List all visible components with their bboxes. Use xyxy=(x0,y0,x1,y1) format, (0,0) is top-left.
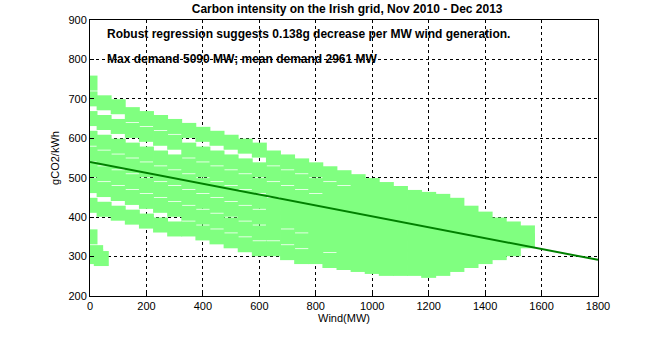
svg-text:300: 300 xyxy=(68,250,86,262)
svg-text:600: 600 xyxy=(250,300,268,312)
svg-text:1000: 1000 xyxy=(360,300,384,312)
svg-text:gCO2/kWh: gCO2/kWh xyxy=(49,131,61,185)
svg-text:400: 400 xyxy=(68,211,86,223)
svg-text:Max demand 5090 MW; mean deman: Max demand 5090 MW; mean demand 2961 MW xyxy=(107,52,378,66)
svg-text:Carbon intensity on the Irish: Carbon intensity on the Irish grid, Nov … xyxy=(192,2,503,16)
svg-text:1600: 1600 xyxy=(529,300,553,312)
svg-text:1800: 1800 xyxy=(586,300,610,312)
svg-text:200: 200 xyxy=(137,300,155,312)
svg-text:Wind(MW): Wind(MW) xyxy=(318,312,370,324)
svg-text:900: 900 xyxy=(68,14,86,26)
svg-text:Robust regression suggests 0.1: Robust regression suggests 0.138g decrea… xyxy=(107,27,510,41)
svg-text:800: 800 xyxy=(68,53,86,65)
svg-text:1200: 1200 xyxy=(416,300,440,312)
svg-text:1400: 1400 xyxy=(473,300,497,312)
svg-text:700: 700 xyxy=(68,93,86,105)
svg-text:500: 500 xyxy=(68,172,86,184)
svg-text:0: 0 xyxy=(87,300,93,312)
svg-text:600: 600 xyxy=(68,132,86,144)
svg-text:800: 800 xyxy=(307,300,325,312)
svg-text:400: 400 xyxy=(194,300,212,312)
svg-text:200: 200 xyxy=(68,290,86,302)
